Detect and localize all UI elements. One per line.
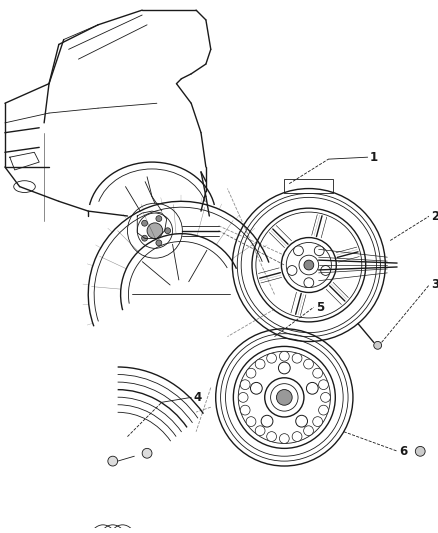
Circle shape xyxy=(276,390,292,405)
Circle shape xyxy=(165,228,170,233)
Circle shape xyxy=(292,353,302,363)
Circle shape xyxy=(318,405,328,415)
Circle shape xyxy=(318,379,328,390)
Circle shape xyxy=(261,415,273,427)
Circle shape xyxy=(240,379,250,390)
Text: 1: 1 xyxy=(370,151,378,164)
Text: 2: 2 xyxy=(431,209,438,222)
Circle shape xyxy=(142,448,152,458)
Circle shape xyxy=(374,342,381,349)
Circle shape xyxy=(321,392,330,402)
Circle shape xyxy=(314,246,324,256)
Circle shape xyxy=(156,216,162,222)
Circle shape xyxy=(279,434,289,443)
Circle shape xyxy=(240,405,250,415)
Circle shape xyxy=(287,265,297,276)
Circle shape xyxy=(321,265,331,276)
Circle shape xyxy=(255,426,265,435)
Circle shape xyxy=(304,260,314,270)
Circle shape xyxy=(267,353,276,363)
Text: 5: 5 xyxy=(316,301,324,314)
Circle shape xyxy=(246,417,256,426)
Circle shape xyxy=(279,351,289,361)
Circle shape xyxy=(147,223,163,239)
Circle shape xyxy=(267,432,276,441)
Circle shape xyxy=(307,382,318,394)
Circle shape xyxy=(313,417,322,426)
Text: 4: 4 xyxy=(193,391,201,404)
Circle shape xyxy=(238,392,248,402)
Circle shape xyxy=(246,368,256,378)
Circle shape xyxy=(292,432,302,441)
Circle shape xyxy=(141,220,148,226)
Circle shape xyxy=(293,246,304,256)
Circle shape xyxy=(156,240,162,246)
Bar xyxy=(284,179,333,193)
Circle shape xyxy=(141,235,148,241)
Text: 3: 3 xyxy=(431,278,438,291)
Text: 6: 6 xyxy=(399,445,408,458)
Circle shape xyxy=(415,447,425,456)
Circle shape xyxy=(313,368,322,378)
Circle shape xyxy=(251,382,262,394)
Circle shape xyxy=(304,426,314,435)
Circle shape xyxy=(279,362,290,374)
Circle shape xyxy=(255,359,265,369)
Circle shape xyxy=(108,456,118,466)
Circle shape xyxy=(304,359,314,369)
Circle shape xyxy=(304,278,314,288)
Circle shape xyxy=(296,415,307,427)
